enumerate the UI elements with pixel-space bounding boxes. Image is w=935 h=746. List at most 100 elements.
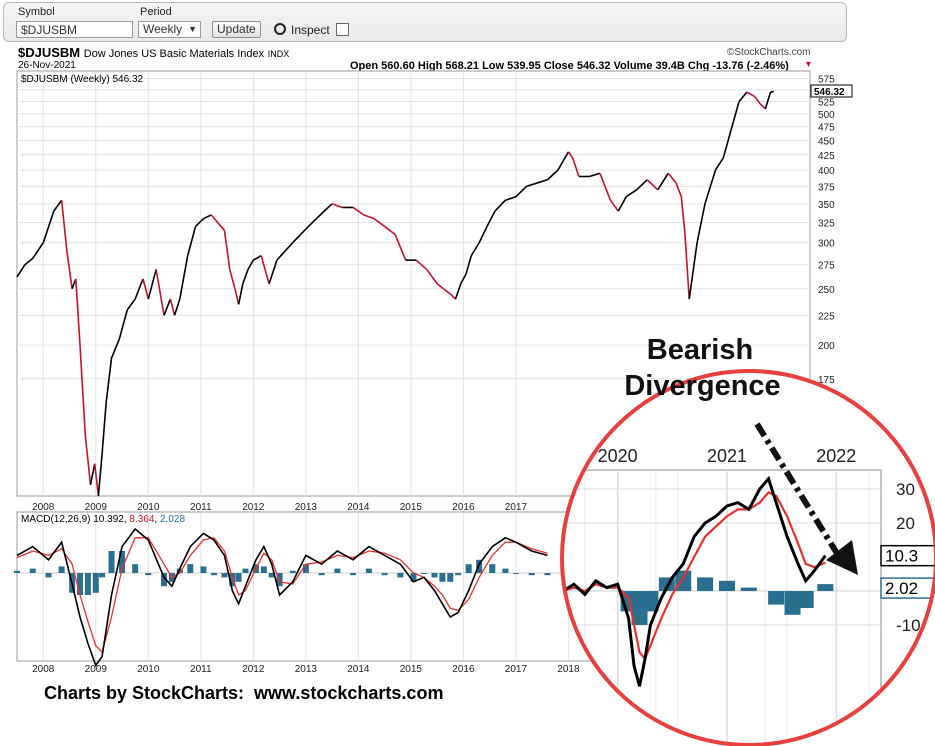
chevron-down-icon: ▼ xyxy=(188,24,197,34)
macd-histogram-bar xyxy=(260,566,267,573)
update-button[interactable]: Update xyxy=(212,21,261,38)
macd-histogram-bar xyxy=(45,573,52,578)
price-segment xyxy=(75,278,81,346)
price-segment xyxy=(759,103,766,110)
price-segment xyxy=(292,233,302,244)
macd-histogram-bar xyxy=(334,568,341,573)
period-select[interactable]: Weekly ▼ xyxy=(138,21,201,38)
macd-x-tick-label: 2012 xyxy=(242,664,265,675)
macd-histogram-bar xyxy=(489,564,496,573)
macd-histogram-bar xyxy=(302,564,309,573)
price-x-tick-label: 2014 xyxy=(347,502,370,513)
price-segment xyxy=(478,226,488,244)
period-label: Period xyxy=(140,6,172,18)
price-x-tick-label: 2016 xyxy=(452,502,475,513)
price-segment xyxy=(363,214,375,220)
chart-title: $DJUSBM Dow Jones US Basic Materials Ind… xyxy=(18,45,289,60)
divergence-arrow xyxy=(754,422,841,557)
annotation-line1: Bearish xyxy=(646,334,754,366)
inset-value-tag: 2.02 xyxy=(885,579,918,598)
macd-histogram-bar xyxy=(221,573,228,578)
price-segment xyxy=(210,214,219,224)
macd-histogram-bar xyxy=(132,564,139,573)
macd-histogram-bar xyxy=(421,573,428,574)
price-x-tick-label: 2015 xyxy=(400,502,423,513)
macd-histogram-bar xyxy=(242,568,249,573)
price-segment xyxy=(384,225,396,236)
price-segment xyxy=(134,278,144,300)
inset-y-tick-label: -10 xyxy=(896,616,921,635)
brand-label: ©StockCharts.com xyxy=(727,47,811,58)
price-segment xyxy=(704,169,717,205)
price-segment xyxy=(24,257,34,266)
inset-x-tick-label: 2020 xyxy=(598,446,638,466)
inspect-toggle[interactable]: Inspect xyxy=(274,22,330,37)
macd-legend-signal: 8.364 xyxy=(129,514,154,525)
inset-histogram-bar xyxy=(817,584,834,591)
macd-x-tick-label: 2015 xyxy=(400,664,423,675)
price-segment xyxy=(228,269,236,289)
price-segment xyxy=(754,96,761,105)
price-segment xyxy=(284,242,294,252)
macd-histogram-bar xyxy=(512,573,519,574)
price-segment xyxy=(352,206,365,216)
inset-histogram-bar xyxy=(740,587,757,591)
price-y-tick-label: 375 xyxy=(818,182,835,193)
price-segment xyxy=(217,222,226,231)
price-segment xyxy=(173,298,181,316)
price-segment xyxy=(276,250,286,261)
inset-histogram-bar xyxy=(642,591,659,612)
macd-histogram-bar xyxy=(229,573,236,587)
macd-x-tick-label: 2017 xyxy=(505,664,528,675)
annotation-line2: Divergence xyxy=(624,370,781,402)
price-segment xyxy=(536,178,548,184)
price-y-tick-label: 200 xyxy=(818,341,835,352)
price-segment xyxy=(465,255,473,275)
ohlc-readout: Open 560.60 High 568.21 Low 539.95 Close… xyxy=(350,60,789,72)
price-y-tick-label: 500 xyxy=(818,110,835,121)
price-segment xyxy=(625,189,638,198)
macd-histogram-bar xyxy=(200,566,207,573)
price-segment xyxy=(126,298,136,311)
macd-histogram-bar xyxy=(58,566,65,573)
price-segment xyxy=(179,255,189,300)
price-x-tick-label: 2013 xyxy=(295,502,318,513)
macd-histogram-bar xyxy=(235,573,242,582)
price-segment xyxy=(66,251,73,289)
macd-histogram-bar xyxy=(176,568,183,573)
price-segment xyxy=(373,218,386,228)
price-segment xyxy=(449,293,457,300)
macd-histogram-bar xyxy=(439,573,446,582)
macd-histogram-bar xyxy=(108,551,115,573)
price-segment xyxy=(684,234,691,300)
price-segment xyxy=(722,129,732,159)
price-y-tick-label: 475 xyxy=(818,123,835,134)
macd-legend-sep: , xyxy=(154,514,160,525)
macd-histogram-bar xyxy=(268,573,275,578)
last-value-tag-box xyxy=(810,84,853,98)
price-x-tick-label: 2012 xyxy=(242,502,265,513)
macd-histogram-bar xyxy=(276,573,283,587)
price-segment xyxy=(203,214,212,220)
zoom-inset: 2020 2021 2022 30 20 -10 10.3 2.02 xyxy=(562,371,935,745)
macd-legend-hist: 2.028 xyxy=(160,514,185,525)
symbol-input[interactable]: $DJUSBM xyxy=(16,21,133,38)
inset-signal-line xyxy=(562,491,826,662)
inset-x-tick-label: 2021 xyxy=(707,446,747,466)
search-icon xyxy=(274,23,286,35)
price-x-tick-label: 2009 xyxy=(85,502,108,513)
price-segment xyxy=(53,199,63,212)
inset-y-tick-label: 20 xyxy=(896,514,915,533)
price-segment xyxy=(515,185,527,198)
price-segment xyxy=(242,269,249,285)
macd-histogram-bar xyxy=(465,564,472,573)
inspect-checkbox[interactable] xyxy=(336,23,349,36)
macd-histogram-bar xyxy=(410,573,417,582)
price-segment xyxy=(714,157,725,171)
macd-legend: MACD(12,26,9) 10.392, 8.364, 2.028 xyxy=(21,514,185,525)
price-segment xyxy=(110,338,121,359)
macd-x-tick-label: 2013 xyxy=(295,664,318,675)
price-segment xyxy=(415,259,428,270)
macd-signal-line xyxy=(16,537,548,654)
price-segment xyxy=(494,199,506,212)
